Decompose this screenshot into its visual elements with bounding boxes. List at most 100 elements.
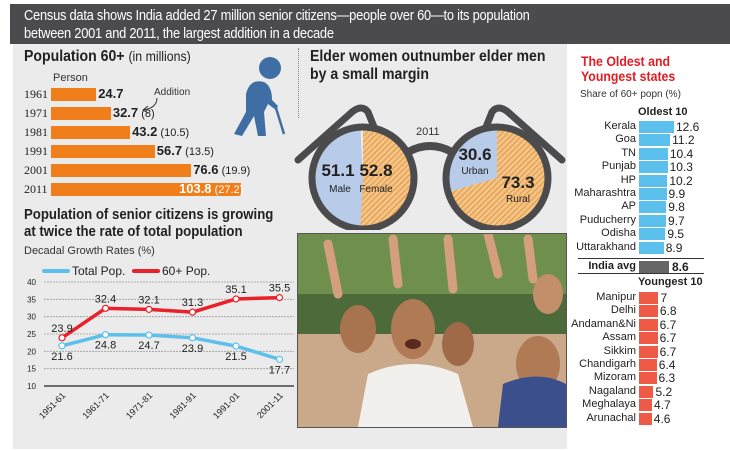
state-value: 10.2 (669, 173, 693, 188)
state-value: 6.3 (658, 371, 676, 386)
pie-label: Male (329, 184, 351, 195)
growth-chart-ylabel: Decadal Growth Rates (%) (24, 245, 155, 257)
population-addition: (8) (138, 108, 155, 120)
state-bar (639, 305, 658, 318)
state-name: Maharashtra (574, 187, 636, 199)
state-bar (639, 385, 654, 398)
glasses-lens-rim (308, 123, 418, 230)
state-name: Chandigarh (579, 358, 636, 370)
population-value: 24.7 (98, 86, 124, 101)
state-bar (639, 372, 657, 385)
state-bar (639, 188, 667, 200)
state-name: HP (620, 173, 636, 186)
state-bar (639, 261, 669, 273)
youngest-label: Youngest 10 (638, 276, 703, 288)
population-bar-value: 24.7 (98, 86, 123, 101)
state-value: 6.7 (659, 344, 677, 359)
population-bar (51, 88, 97, 101)
state-name: Andaman&Ni (571, 317, 636, 330)
state-value: 4.7 (654, 398, 671, 413)
state-bar (639, 318, 658, 331)
pie-label: 73.3 (501, 173, 534, 192)
data-point (101, 331, 110, 339)
data-label: 35.5 (269, 283, 290, 295)
state-value: 12.6 (676, 120, 700, 134)
glasses-pie-charts: 51.1 Male 52.8 Female 30.6 Urban 73.3 Rural (294, 104, 566, 230)
glasses-left-arm (294, 104, 380, 164)
state-value: 9.9 (668, 187, 686, 201)
pie-label: 52.8 (359, 161, 392, 180)
state-bar (639, 201, 667, 214)
series-line-senior (61, 295, 280, 340)
glasses-right-arm (480, 104, 566, 164)
population-bar-value: 43.2 (10.5) (132, 124, 189, 139)
population-bar-value: 56.7 (13.5) (157, 143, 214, 158)
laughing-seniors-photo (297, 233, 567, 428)
data-label: 23.9 (51, 323, 72, 335)
avg-divider-top (578, 258, 704, 259)
data-point (58, 334, 66, 342)
pie-slice-female (360, 130, 411, 226)
gender-chart-title: Elder women outnumber elder men by a sma… (310, 48, 546, 83)
state-value: 10.3 (669, 160, 693, 175)
x-tick-label: 1991-01 (211, 390, 241, 420)
state-value: 9.7 (667, 213, 685, 228)
population-bar-year: 1971 (24, 106, 48, 120)
population-bar (51, 145, 155, 158)
oldest-label: Oldest 10 (638, 106, 688, 118)
data-point (275, 293, 284, 302)
legend-label: Total Pop. (72, 264, 125, 278)
population-addition: (19.9) (218, 165, 251, 177)
data-label: 21.6 (51, 351, 72, 363)
pie-label: Female (359, 184, 393, 195)
y-tick-label: 30 (27, 313, 36, 322)
state-name: Punjab (601, 160, 636, 173)
state-bar (639, 147, 668, 160)
data-label: 35.1 (225, 284, 246, 296)
state-bar (639, 292, 659, 304)
data-point (275, 355, 284, 363)
state-bar (639, 228, 666, 241)
states-title: The Oldest and Youngest states (581, 54, 675, 84)
state-bar (639, 399, 653, 412)
data-point (188, 308, 197, 316)
series-line-total (61, 332, 281, 361)
population-chart-title-suffix: (in millions) (128, 48, 191, 64)
population-chart-title: Population 60+ (in millions) (24, 48, 191, 66)
state-name: Uttarakhand (576, 240, 636, 253)
state-name: India avg (588, 260, 636, 272)
state-bar (639, 241, 664, 254)
population-bar-value: 76.6 (19.9) (193, 162, 250, 177)
population-value: 103.8 (179, 181, 212, 196)
population-addition: (13.5) (182, 146, 214, 158)
pie-slice-rural (450, 130, 545, 226)
state-name: AP (621, 200, 636, 213)
y-tick-label: 20 (27, 347, 36, 356)
state-bar (639, 121, 674, 133)
state-name: Arunachal (586, 411, 636, 424)
pie-slice-male (314, 130, 363, 226)
growth-chart-title: Population of senior citizens is growing… (24, 206, 273, 240)
x-tick-label: 1971-81 (124, 390, 154, 420)
glasses-bridge (406, 142, 454, 156)
population-bar-year: 1981 (24, 125, 48, 139)
data-label: 23.9 (182, 343, 203, 355)
state-value: 6.4 (658, 358, 676, 372)
state-name: TN (621, 146, 636, 159)
pie-label: 30.6 (458, 145, 491, 164)
y-tick-label: 25 (27, 330, 36, 339)
x-tick-label: 1951-61 (37, 390, 67, 420)
glasses-lens-rim (442, 123, 552, 230)
population-bar-year: 1961 (24, 87, 48, 101)
addition-arrow-icon (142, 97, 158, 114)
state-name: Nagaland (588, 384, 636, 397)
state-bar (639, 174, 668, 187)
population-value: 76.6 (193, 162, 219, 177)
population-bar-year: 1991 (24, 144, 48, 158)
data-point (145, 331, 153, 339)
divider (298, 48, 299, 118)
elderly-person-icon (234, 57, 286, 136)
pie-label: Rural (506, 194, 530, 205)
states-title-line2: Youngest states (581, 68, 676, 84)
data-label: 24.8 (95, 340, 116, 352)
